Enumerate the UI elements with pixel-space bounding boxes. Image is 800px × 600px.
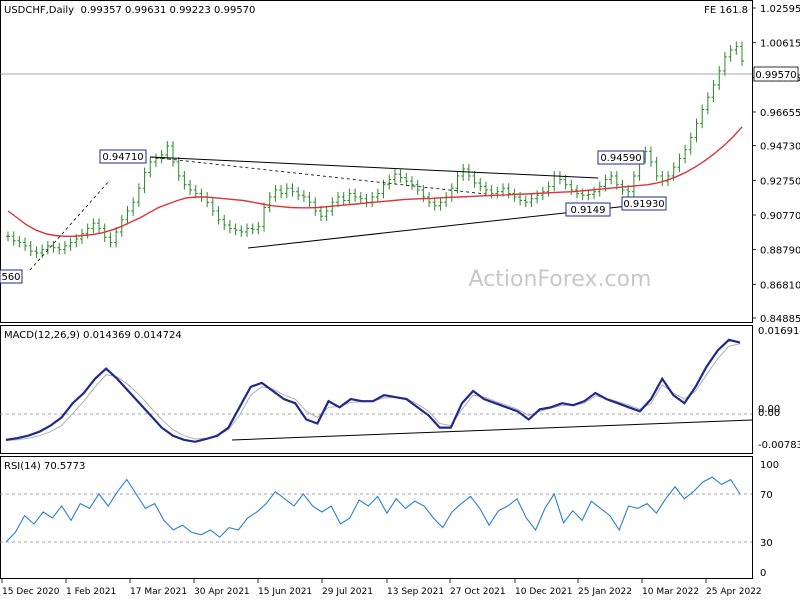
x-tick-label: 17 Mar 2021 <box>130 587 187 597</box>
rsi-y-tick-label: 30 <box>760 538 773 549</box>
x-tick-label: 15 Jun 2021 <box>258 587 312 597</box>
annotation-box <box>99 149 147 164</box>
x-tick-label: 30 Apr 2021 <box>194 587 250 597</box>
x-tick-label: 27 Oct 2021 <box>450 587 506 597</box>
upper-trend-line <box>149 156 599 179</box>
rsi-header: RSI(14) 70.5773 <box>4 461 85 472</box>
rsi-y-tick-label: 70 <box>760 490 773 501</box>
dashed-trend-line <box>149 156 487 195</box>
price-y-tick-label: 0.96655 <box>760 108 800 119</box>
trend-lines <box>29 156 629 271</box>
moving-average-line <box>7 126 743 237</box>
x-tick-label: 10 Dec 2021 <box>515 587 573 597</box>
fib-label: FE 161.8 <box>704 5 748 16</box>
price-y-axis: 1.025951.006150.986350.966550.947300.927… <box>752 4 800 325</box>
macd-line <box>5 338 741 443</box>
price-y-tick-label: 1.00615 <box>760 39 800 50</box>
x-tick-label: 13 Sep 2021 <box>387 587 444 597</box>
rsi-y-axis: 100 70 30 0 <box>760 460 779 579</box>
price-annotations: 0.94710 0.94590 0.9149 0.91930 560 <box>0 149 667 284</box>
annotation-box <box>0 269 23 284</box>
rsi-panel-border <box>0 456 753 579</box>
rsi-line <box>5 476 741 543</box>
annotation-box <box>621 196 667 211</box>
current-price-box <box>753 66 799 82</box>
lower-trend-line <box>247 205 629 249</box>
macd-y-tick-label: 0.016914 <box>758 326 800 337</box>
dashed-up-line <box>29 179 111 271</box>
current-price-label: 0.99570 <box>755 70 796 81</box>
annotation-label: 0.94590 <box>600 153 641 164</box>
macd-y-tick-label: 0.00 <box>758 404 780 415</box>
macd-panel: 0.016914 0.000.00 -0.007839 MACD(12,26,9) … <box>0 325 800 454</box>
annotation-box <box>565 202 611 217</box>
macd-y-tick-label: 0.00 <box>758 408 780 419</box>
price-header: USDCHF,Daily 0.99357 0.99631 0.99223 0.9… <box>4 5 255 16</box>
annotation-box <box>597 150 645 165</box>
price-y-tick-label: 0.86810 <box>760 280 800 291</box>
x-tick-label: 29 Jul 2021 <box>322 587 373 597</box>
watermark: ActionForex.com <box>469 267 652 292</box>
x-tick-label: 10 Mar 2022 <box>642 587 699 597</box>
price-candles <box>6 41 744 258</box>
macd-trend-line <box>231 419 753 441</box>
annotation-label: 0.94710 <box>102 152 143 163</box>
annotation-label: 0.91930 <box>623 199 664 210</box>
price-panel: ActionForex.com 1.025951.006150.986350.9… <box>0 0 800 325</box>
x-tick-label: 25 Apr 2022 <box>706 587 762 597</box>
price-y-tick-label: 0.90770 <box>760 211 800 222</box>
annotation-label: 560 <box>1 272 20 283</box>
x-tick-label: 1 Feb 2021 <box>66 587 116 597</box>
macd-header: MACD(12,26,9) 0.014369 0.014724 <box>4 330 182 341</box>
rsi-y-tick-label: 0 <box>760 568 766 579</box>
rsi-panel: 100 70 30 0 RSI(14) 70.5773 <box>0 456 779 579</box>
price-y-tick-label: 0.88790 <box>760 246 800 257</box>
x-tick-label: 15 Dec 2020 <box>2 587 60 597</box>
macd-y-tick-label: -0.007839 <box>758 440 800 451</box>
price-y-tick-label: 1.02595 <box>760 4 800 15</box>
x-tick-label: 25 Jan 2022 <box>578 587 632 597</box>
macd-y-axis: 0.016914 0.000.00 -0.007839 <box>758 326 800 451</box>
price-y-tick-label: 0.94730 <box>760 142 800 153</box>
x-axis: 15 Dec 2020 1 Feb 2021 17 Mar 2021 30 Apr 2… <box>1 579 762 597</box>
price-y-tick-label: 0.92750 <box>760 176 800 187</box>
price-y-tick-label: 0.84885 <box>760 314 800 325</box>
rsi-y-tick-label: 100 <box>760 460 779 471</box>
annotation-label: 0.9149 <box>571 205 606 216</box>
